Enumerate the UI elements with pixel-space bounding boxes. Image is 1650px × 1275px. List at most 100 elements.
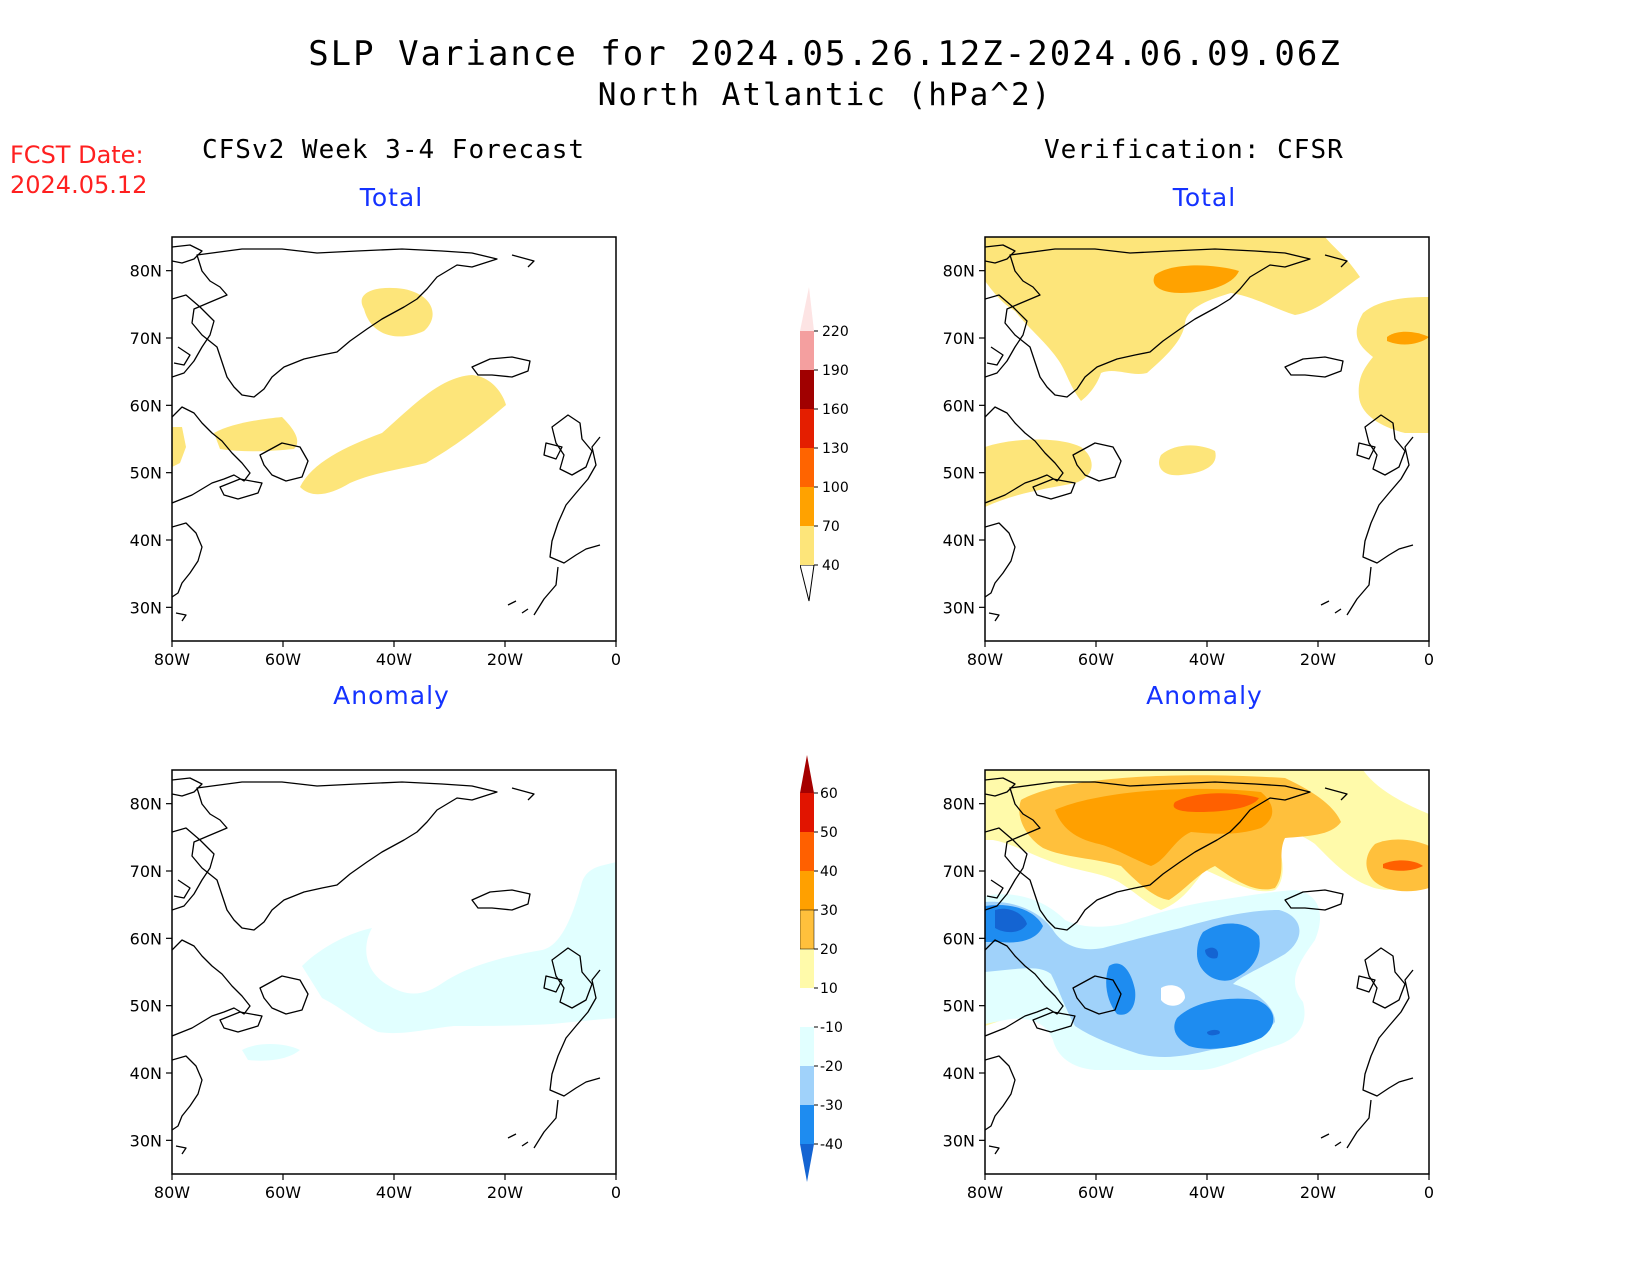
lon-tick-label: 80W bbox=[967, 650, 1003, 669]
shaded-contour-region bbox=[1207, 1029, 1220, 1036]
colorbar-anomaly-label: 10 bbox=[820, 981, 838, 997]
shaded-contour-region bbox=[1383, 860, 1423, 871]
panel-title-bottom-left: Anomaly bbox=[333, 681, 450, 710]
colorbar-total-tail bbox=[800, 287, 814, 331]
lon-tick-label: 60W bbox=[265, 1183, 301, 1202]
colorbar-anomaly-label: 40 bbox=[820, 864, 838, 880]
colorbar-anomaly-bin bbox=[800, 1027, 814, 1066]
lat-tick-label: 30N bbox=[130, 1131, 162, 1150]
lat-tick-label: 50N bbox=[130, 464, 162, 483]
lon-tick-label: 40W bbox=[376, 650, 412, 669]
lon-tick-label: 0 bbox=[611, 650, 621, 669]
panel-title-top-left: Total bbox=[359, 183, 424, 212]
shaded-contour-region bbox=[1173, 793, 1259, 812]
shaded-contour-region bbox=[985, 237, 1360, 401]
colorbar-total-label: 190 bbox=[822, 363, 849, 379]
lon-tick-label: 60W bbox=[1078, 1183, 1114, 1202]
lat-tick-label: 50N bbox=[943, 997, 975, 1016]
lon-tick-label: 40W bbox=[1189, 1183, 1225, 1202]
lon-tick-label: 0 bbox=[1424, 1183, 1434, 1202]
colorbar-total-bin bbox=[800, 448, 814, 487]
lat-tick-label: 40N bbox=[130, 1064, 162, 1083]
colorbar-total-bin bbox=[800, 331, 814, 370]
shaded-contour-region bbox=[1161, 985, 1185, 1006]
map-panel-forecast-total: 80N 70N 60N 50N 40N 30N 80W 60W 40W 20W 0 bbox=[130, 236, 621, 669]
colorbar-total-label: 220 bbox=[822, 324, 849, 340]
colorbar-total: 40 70 100 130 160 190 220 bbox=[800, 287, 849, 602]
shaded-contour-region bbox=[1174, 998, 1274, 1049]
lat-tick-label: 30N bbox=[943, 598, 975, 617]
colorbar-anomaly-label: -30 bbox=[820, 1098, 843, 1114]
colorbar-total-bin bbox=[800, 370, 814, 409]
lon-tick-label: 0 bbox=[611, 1183, 621, 1202]
shaded-contour-region bbox=[1356, 297, 1429, 433]
shaded-contour-region bbox=[242, 1044, 300, 1061]
lat-tick-label: 30N bbox=[943, 1131, 975, 1150]
chart-subtitle: North Atlantic (hPa^2) bbox=[597, 77, 1053, 113]
lon-tick-label: 20W bbox=[487, 650, 523, 669]
shaded-contour-region bbox=[300, 375, 506, 495]
lat-tick-label: 80N bbox=[130, 262, 162, 281]
lon-tick-label: 0 bbox=[1424, 650, 1434, 669]
right-column-title: Verification: CFSR bbox=[1044, 135, 1344, 165]
lon-tick-label: 40W bbox=[1189, 650, 1225, 669]
shaded-contour-region bbox=[361, 287, 433, 337]
shaded-contour-region bbox=[985, 439, 1092, 507]
lat-tick-label: 80N bbox=[943, 795, 975, 814]
lat-tick-label: 30N bbox=[130, 598, 162, 617]
lat-tick-label: 40N bbox=[130, 531, 162, 550]
lon-tick-label: 20W bbox=[1300, 650, 1336, 669]
shaded-contour-region bbox=[302, 862, 616, 1034]
panel-title-bottom-right: Anomaly bbox=[1146, 681, 1263, 710]
lat-tick-label: 50N bbox=[943, 464, 975, 483]
left-column-title: CFSv2 Week 3-4 Forecast bbox=[202, 135, 586, 165]
lon-tick-label: 80W bbox=[967, 1183, 1003, 1202]
colorbar-anomaly-bin bbox=[800, 832, 814, 871]
colorbar-anomaly-tail-top bbox=[800, 755, 814, 793]
colorbar-anomaly: 60 50 40 30 20 10 -10 -20 -30 -40 bbox=[800, 755, 843, 1182]
colorbar-anomaly-label: -20 bbox=[820, 1059, 843, 1075]
shaded-contour-region bbox=[172, 427, 186, 467]
shaded-contour-region bbox=[1106, 963, 1136, 1015]
map-panel-forecast-anomaly: 80N 70N 60N 50N 40N 30N 80W 60W 40W 20W 0 bbox=[130, 769, 621, 1202]
panel-title-top-right: Total bbox=[1172, 183, 1237, 212]
lat-tick-label: 80N bbox=[943, 262, 975, 281]
lat-tick-label: 60N bbox=[130, 396, 162, 415]
colorbar-anomaly-bin bbox=[800, 793, 814, 832]
lon-tick-label: 60W bbox=[1078, 650, 1114, 669]
colorbar-anomaly-label: 60 bbox=[820, 786, 838, 802]
shaded-contour-region bbox=[995, 908, 1027, 933]
shaded-contour-region bbox=[1205, 947, 1219, 959]
colorbar-total-bin bbox=[800, 409, 814, 448]
colorbar-anomaly-bin bbox=[800, 1105, 814, 1144]
colorbar-anomaly-bin bbox=[800, 871, 814, 910]
shaded-contour-region bbox=[1153, 265, 1239, 293]
lon-tick-label: 40W bbox=[376, 1183, 412, 1202]
colorbar-anomaly-label: -10 bbox=[820, 1020, 843, 1036]
map-panel-verification-total: 80N 70N 60N 50N 40N 30N 80W 60W 40W 20W 0 bbox=[943, 236, 1434, 669]
shaded-contour-region bbox=[1159, 445, 1216, 476]
lat-tick-label: 70N bbox=[943, 329, 975, 348]
colorbar-anomaly-label: 20 bbox=[820, 942, 838, 958]
colorbar-total-label: 40 bbox=[822, 558, 840, 574]
colorbar-anomaly-tail-bottom bbox=[800, 1144, 814, 1182]
colorbar-total-label: 130 bbox=[822, 441, 849, 457]
colorbar-total-label: 100 bbox=[822, 480, 849, 496]
colorbar-anomaly-label: 50 bbox=[820, 825, 838, 841]
shaded-contour-region bbox=[1387, 331, 1429, 345]
fcst-date: FCST Date: 2024.05.12 bbox=[10, 140, 147, 200]
fcst-date-value: 2024.05.12 bbox=[10, 171, 148, 199]
colorbar-total-label: 160 bbox=[822, 402, 849, 418]
lon-tick-label: 80W bbox=[154, 650, 190, 669]
lat-tick-label: 70N bbox=[130, 329, 162, 348]
colorbar-anomaly-label: 30 bbox=[820, 903, 838, 919]
lon-tick-label: 60W bbox=[265, 650, 301, 669]
colorbar-total-label: 70 bbox=[822, 519, 840, 535]
colorbar-total-bin bbox=[800, 526, 814, 565]
map-panel-verification-anomaly: 80N 70N 60N 50N 40N 30N 80W 60W 40W 20W 0 bbox=[943, 769, 1434, 1202]
colorbar-anomaly-bin bbox=[800, 1066, 814, 1105]
shaded-contour-region bbox=[214, 417, 298, 452]
colorbar-anomaly-bin bbox=[800, 910, 814, 949]
lat-tick-label: 70N bbox=[130, 862, 162, 881]
lat-tick-label: 80N bbox=[130, 795, 162, 814]
